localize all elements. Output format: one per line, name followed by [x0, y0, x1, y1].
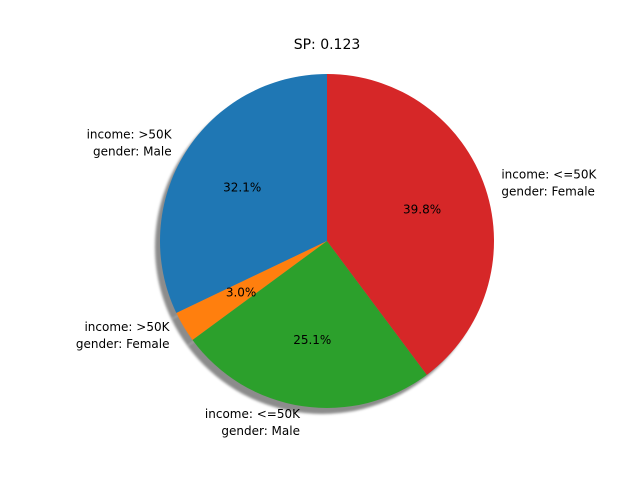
- slice-label-line: gender: Male: [93, 145, 172, 159]
- slice-category-label: income: <=50K gender: Female: [501, 168, 597, 199]
- slice-category-label: income: >50K gender: Male: [87, 128, 173, 159]
- slice-label-line: income: <=50K: [501, 168, 597, 182]
- slice-label-line: gender: Female: [501, 185, 595, 199]
- pie-slice: [160, 74, 327, 314]
- pie-slice: [176, 241, 327, 341]
- slice-label-line: income: >50K: [84, 320, 170, 334]
- pie-slices: [160, 74, 494, 408]
- slice-label-line: gender: Male: [221, 424, 300, 438]
- slice-label-line: gender: Female: [76, 337, 170, 351]
- slice-category-label: income: <=50K gender: Male: [205, 407, 301, 438]
- chart-title: SP: 0.123: [294, 37, 361, 53]
- pie-slice: [192, 241, 427, 408]
- slice-label-line: income: <=50K: [205, 407, 301, 421]
- slice-percent-label: 32.1%: [223, 181, 261, 195]
- pie-labels: 32.1% income: >50K gender: Male 3.0% income:…: [76, 128, 598, 439]
- slice-label-line: income: >50K: [87, 128, 173, 142]
- slice-percent-label: 3.0%: [226, 286, 257, 300]
- slice-percent-label: 39.8%: [403, 202, 441, 216]
- pie-slice: [327, 74, 494, 375]
- slice-category-label: income: >50K gender: Female: [76, 320, 171, 351]
- slice-percent-label: 25.1%: [293, 333, 331, 347]
